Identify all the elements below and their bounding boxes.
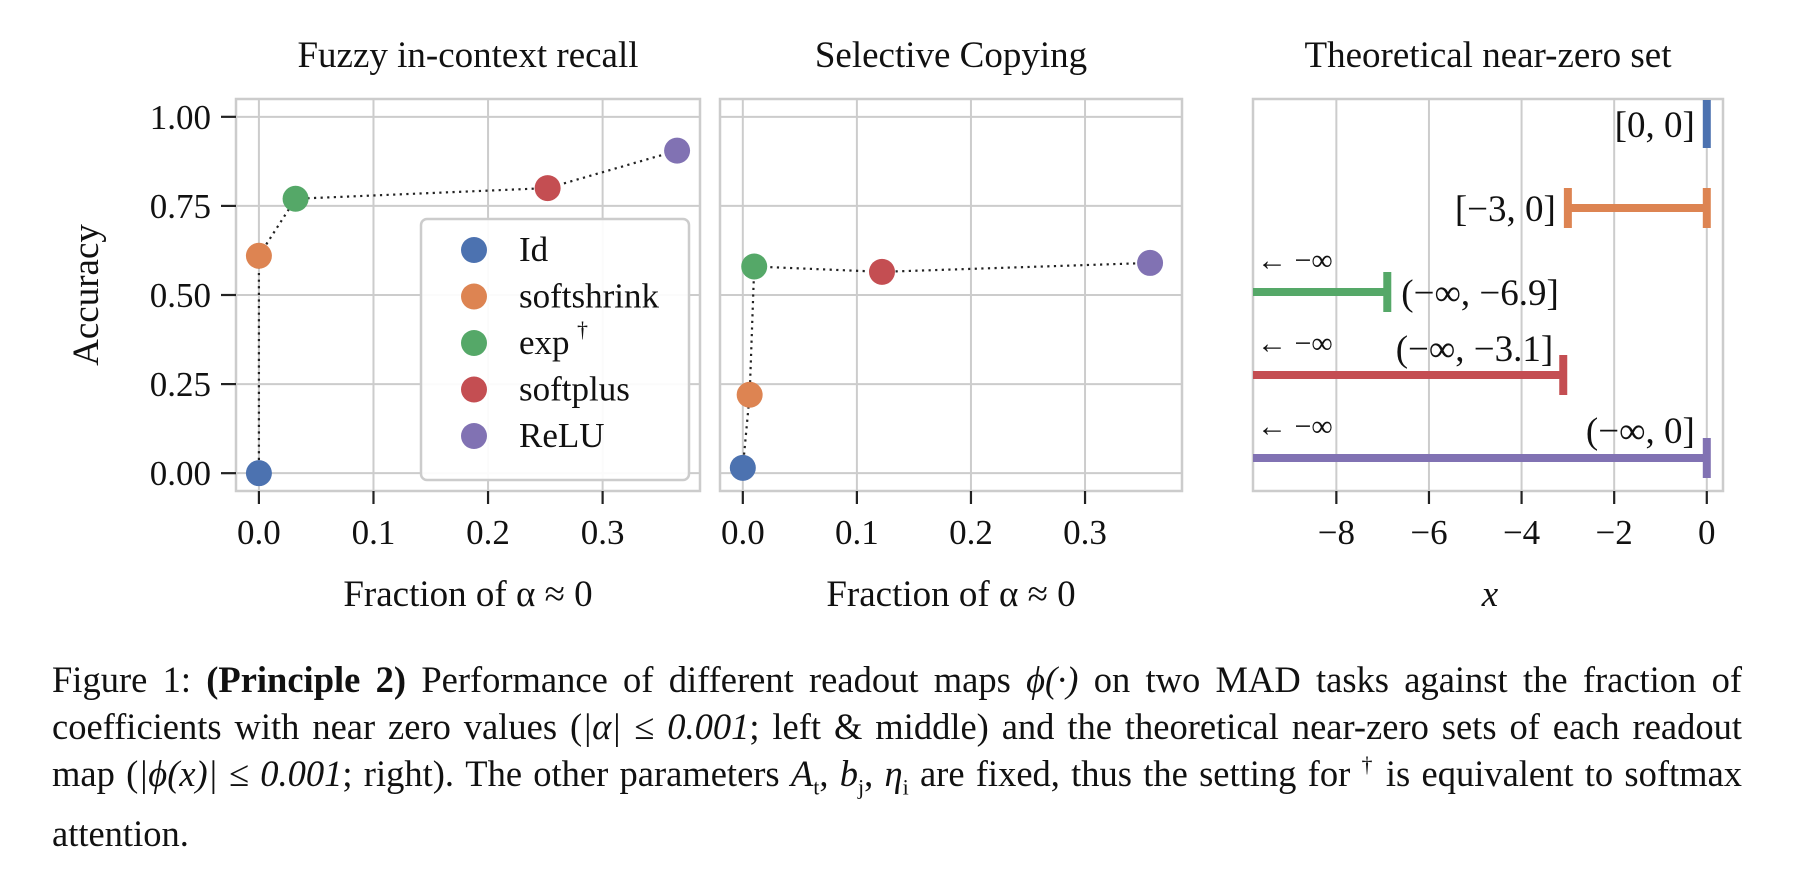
legend-label-softshrink: softshrink: [519, 277, 660, 316]
panel1-points: [245, 137, 691, 487]
neg-infinity-arrow-label: ← −∞: [1257, 244, 1333, 277]
caption-dagger: †: [1361, 752, 1375, 777]
legend-marker-id: [461, 237, 487, 263]
caption-principle: (Principle 2): [206, 659, 407, 700]
point-softshrink: [736, 381, 763, 408]
x-tick-label: 0.1: [835, 513, 879, 552]
caption-param-eta: η: [884, 753, 903, 794]
caption-text-6: is equivalent to softmax attention.: [52, 753, 1743, 855]
caption-text-3: ; left & middle) and the theoretical nea…: [52, 706, 1742, 794]
neg-infinity-arrow-label: ← −∞: [1257, 410, 1333, 443]
caption-param-a-sub: t: [813, 774, 820, 800]
interval-label-softshrink: [−3, 0]: [1455, 189, 1556, 230]
panel1-title: Fuzzy in-context recall: [297, 35, 638, 76]
x-tick-label: 0.3: [581, 513, 625, 552]
point-exp: [282, 185, 309, 212]
legend: Id softshrink exp † softplus ReLU: [419, 217, 691, 482]
panel3-intervals: [0, 0] [−3, 0] (−∞, −6.9] ← −∞ (−∞, −3.1] ← −…: [1253, 100, 1711, 478]
panel2-xlabel: Fraction of α ≈ 0: [826, 574, 1075, 615]
panel3-title: Theoretical near-zero set: [1305, 35, 1673, 76]
panel-fuzzy-recall: 0.0 0.1 0.2 0.3 0.00 0.25 0.50 0.75 1.00 Fuzzy …: [66, 35, 702, 615]
panel3-x-ticks: −8 −6 −4 −2 0: [1318, 491, 1716, 552]
caption-text-1: Performance of different readout maps: [406, 659, 1027, 700]
caption-cond-alpha: |α| ≤ 0.001: [582, 706, 750, 747]
point-relu: [664, 137, 691, 164]
panel1-xlabel: Fraction of α ≈ 0: [343, 574, 592, 615]
x-tick-label: −4: [1503, 513, 1540, 552]
y-tick-label: 0.75: [150, 187, 211, 226]
interval-label-relu: (−∞, 0]: [1586, 411, 1695, 452]
neg-infinity-arrow-label: ← −∞: [1257, 327, 1333, 360]
point-id: [245, 460, 272, 487]
point-exp: [741, 253, 768, 280]
figure-caption: Figure 1: (Principle 2) Performance of d…: [52, 659, 1743, 855]
legend-marker-softplus: [461, 376, 487, 403]
panel-selective-copying: 0.0 0.1 0.2 0.3 Selective Copying Fraction …: [718, 35, 1184, 615]
x-tick-label: 0.3: [1063, 513, 1107, 552]
legend-box: [419, 217, 691, 482]
x-tick-label: 0.2: [466, 513, 510, 552]
legend-marker-exp: [461, 330, 487, 356]
x-tick-label: 0.0: [721, 513, 765, 552]
caption-cond-phi: |ϕ(x)| ≤ 0.001: [138, 753, 343, 794]
x-tick-label: −6: [1410, 513, 1447, 552]
interval-label-id: [0, 0]: [1615, 105, 1695, 146]
caption-phi: ϕ(·): [1026, 659, 1079, 700]
interval-label-softplus: (−∞, −3.1]: [1396, 329, 1554, 370]
legend-dagger: †: [577, 317, 588, 342]
panel2-points: [729, 249, 1164, 481]
x-tick-label: 0.2: [949, 513, 993, 552]
caption-text-4: ; right). The other parameters: [342, 753, 791, 794]
y-tick-label: 0.25: [150, 365, 211, 404]
panel1-x-ticks: 0.0 0.1 0.2 0.3: [237, 491, 624, 552]
caption-param-eta-sub: i: [902, 774, 909, 800]
point-softshrink: [245, 242, 272, 269]
panel2-x-ticks: 0.0 0.1 0.2 0.3: [721, 491, 1107, 552]
legend-marker-softshrink: [461, 283, 487, 310]
panel2-grid: [720, 99, 1182, 491]
legend-marker-relu: [461, 423, 487, 449]
panel-near-zero-set: [0, 0] [−3, 0] (−∞, −6.9] ← −∞ (−∞, −3.1] ← −…: [1251, 35, 1725, 615]
panel1-y-ticks: 0.00 0.25 0.50 0.75 1.00: [150, 98, 236, 493]
caption-text-2: on two MAD tasks against the fraction of…: [52, 659, 1742, 747]
panel3-grid: [1335, 99, 1708, 491]
caption-text-5: are fixed, thus the setting for: [908, 753, 1362, 794]
legend-items: Id softshrink exp † softplus ReLU: [461, 230, 660, 455]
x-tick-label: 0.0: [237, 513, 281, 552]
y-tick-label: 0.50: [150, 276, 211, 315]
caption-param-a: A: [790, 753, 814, 794]
y-tick-label: 0.00: [150, 454, 211, 493]
legend-label-relu: ReLU: [519, 416, 605, 455]
interval-label-exp: (−∞, −6.9]: [1401, 273, 1559, 314]
legend-label-exp: exp: [519, 323, 570, 362]
caption-param-b-sub: j: [857, 774, 865, 800]
point-relu: [1137, 249, 1164, 276]
caption-prefix: Figure 1:: [52, 659, 207, 700]
figure-svg: 0.0 0.1 0.2 0.3 0.000.250.500.751.00 Fuzzy …: [66, 35, 1725, 615]
point-softplus: [534, 175, 561, 202]
y-tick-label: 1.00: [150, 98, 211, 137]
point-softplus: [868, 258, 895, 285]
panel2-title: Selective Copying: [815, 35, 1087, 76]
x-tick-label: 0: [1698, 513, 1716, 552]
x-tick-label: −8: [1318, 513, 1355, 552]
caption-param-b: b: [839, 753, 858, 794]
legend-label-softplus: softplus: [519, 370, 630, 409]
panel1-ylabel: Accuracy: [66, 224, 107, 366]
legend-label-id: Id: [519, 230, 549, 269]
panel3-xlabel: x: [1481, 574, 1499, 615]
x-tick-label: 0.1: [352, 513, 396, 552]
point-id: [729, 454, 756, 481]
x-tick-label: −2: [1596, 513, 1633, 552]
